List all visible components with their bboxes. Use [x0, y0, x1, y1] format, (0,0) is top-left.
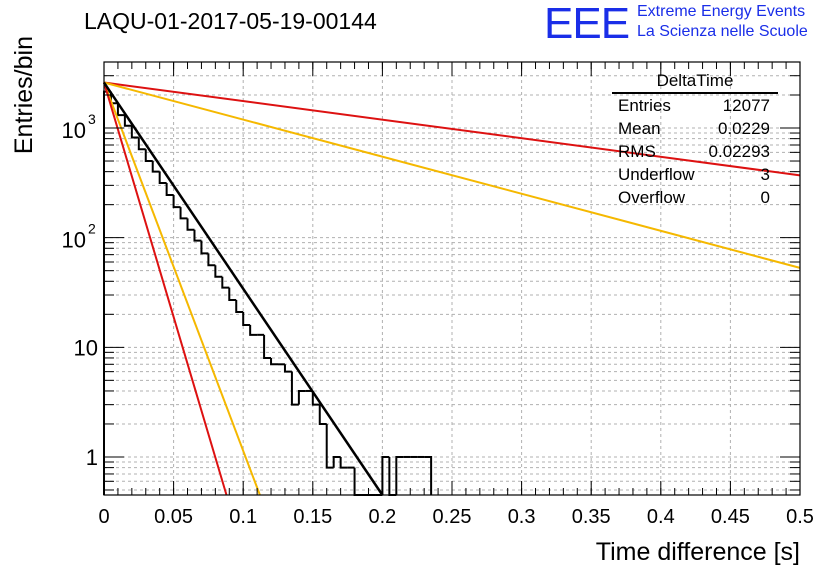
- histogram-bin: [332, 455, 341, 468]
- x-tick-labels: 0 0.05 0.1 0.15 0.2 0.25 0.3 0.35 0.4 0.45 0.5: [98, 506, 813, 528]
- reference-line-red: [103, 81, 801, 177]
- histogram-bin: [297, 389, 306, 405]
- histogram-bin: [318, 404, 327, 425]
- stats-value: 0.0229: [718, 119, 770, 138]
- histogram-bin: [186, 218, 195, 231]
- stats-label: Entries: [618, 96, 671, 115]
- logo-line-2: La Scienza nelle Scuole: [637, 23, 808, 40]
- x-tick-label: 0.1: [229, 506, 257, 528]
- histogram-bin: [339, 456, 348, 469]
- histogram-bin: [158, 171, 167, 185]
- histogram-bin: [165, 183, 174, 196]
- histogram-bin: [283, 364, 292, 373]
- histogram-bin: [263, 334, 272, 359]
- fit-line: [102, 81, 384, 496]
- histogram-bin: [207, 253, 216, 267]
- histogram-bin: [270, 357, 278, 366]
- x-tick-label: 0.15: [293, 506, 332, 528]
- histogram-bin: [325, 423, 334, 469]
- histogram-bin: [290, 371, 299, 406]
- histogram-bin: [116, 103, 125, 117]
- histogram-bin: [228, 287, 237, 302]
- y-tick-label: 10: [62, 228, 86, 253]
- stats-row-underflow: Underflow 3: [612, 163, 778, 186]
- x-tick-label: 0.25: [433, 506, 472, 528]
- histogram-bin: [179, 207, 188, 220]
- histogram-bin: [193, 229, 202, 242]
- stats-label: Underflow: [618, 165, 695, 184]
- stats-value: 12077: [722, 96, 770, 115]
- histogram-bin: [388, 456, 397, 496]
- stats-value: 0: [760, 188, 770, 207]
- stats-row-overflow: Overflow 0: [612, 186, 778, 209]
- stats-title: DeltaTime: [612, 70, 778, 94]
- y-tick-label-exponent: 2: [88, 221, 96, 237]
- x-tick-label: 0.05: [154, 506, 193, 528]
- histogram-bin: [123, 115, 132, 127]
- x-tick-label: 0.35: [572, 506, 611, 528]
- histogram-bin: [311, 390, 320, 406]
- x-tick-label: 0.4: [647, 506, 675, 528]
- run-title: LAQU-01-2017-05-19-00144: [84, 8, 377, 34]
- fit-lines: [102, 81, 801, 496]
- y-tick-label-exponent: 3: [88, 111, 96, 127]
- x-tick-label: 0.5: [786, 506, 814, 528]
- stats-box: DeltaTime Entries 12077 Mean 0.0229 RMS …: [612, 70, 778, 209]
- histogram-bin: [151, 161, 160, 173]
- x-tick-label: 0.45: [711, 506, 750, 528]
- x-tick-label: 0.2: [368, 506, 396, 528]
- histogram-bin: [395, 455, 404, 495]
- stats-label: Overflow: [618, 188, 686, 207]
- y-tick-label: 10: [74, 335, 98, 360]
- stats-row-mean: Mean 0.0229: [612, 117, 778, 140]
- reference-line-yellow: [103, 82, 261, 496]
- eee-logo-mark: EEE: [544, 0, 630, 48]
- histogram-bin: [249, 324, 258, 336]
- stats-value: 0.02293: [708, 142, 770, 161]
- y-axis-label: Entries/bin: [10, 36, 38, 154]
- x-tick-label: 0.3: [508, 506, 536, 528]
- stats-row-entries: Entries 12077: [612, 94, 778, 117]
- stats-label: RMS: [618, 142, 656, 161]
- histogram-bin: [235, 300, 244, 313]
- histogram-bin: [221, 276, 230, 289]
- y-tick-label: 10: [62, 118, 86, 143]
- stats-label: Mean: [618, 119, 661, 138]
- logo-line-1: Extreme Energy Events: [637, 3, 806, 20]
- grid: [104, 61, 800, 495]
- histogram-bin: [200, 240, 209, 255]
- histogram-bin: [130, 125, 139, 139]
- histogram-bin: [242, 311, 251, 326]
- axis-ticks: [103, 61, 801, 495]
- histogram-bin: [381, 455, 390, 495]
- stats-row-rms: RMS 0.02293: [612, 140, 778, 163]
- reference-line-yellow: [103, 81, 801, 269]
- histogram-bin: [172, 194, 181, 209]
- y-tick-label: 1: [86, 445, 98, 470]
- histogram-bin: [214, 265, 223, 278]
- histogram-bin: [144, 149, 153, 163]
- stats-value: 3: [760, 165, 770, 184]
- reference-line-red: [103, 82, 228, 496]
- x-tick-label: 0: [98, 506, 109, 528]
- histogram-bin: [137, 137, 146, 151]
- x-axis-label: Time difference [s]: [596, 538, 800, 566]
- histogram-bin: [424, 455, 433, 495]
